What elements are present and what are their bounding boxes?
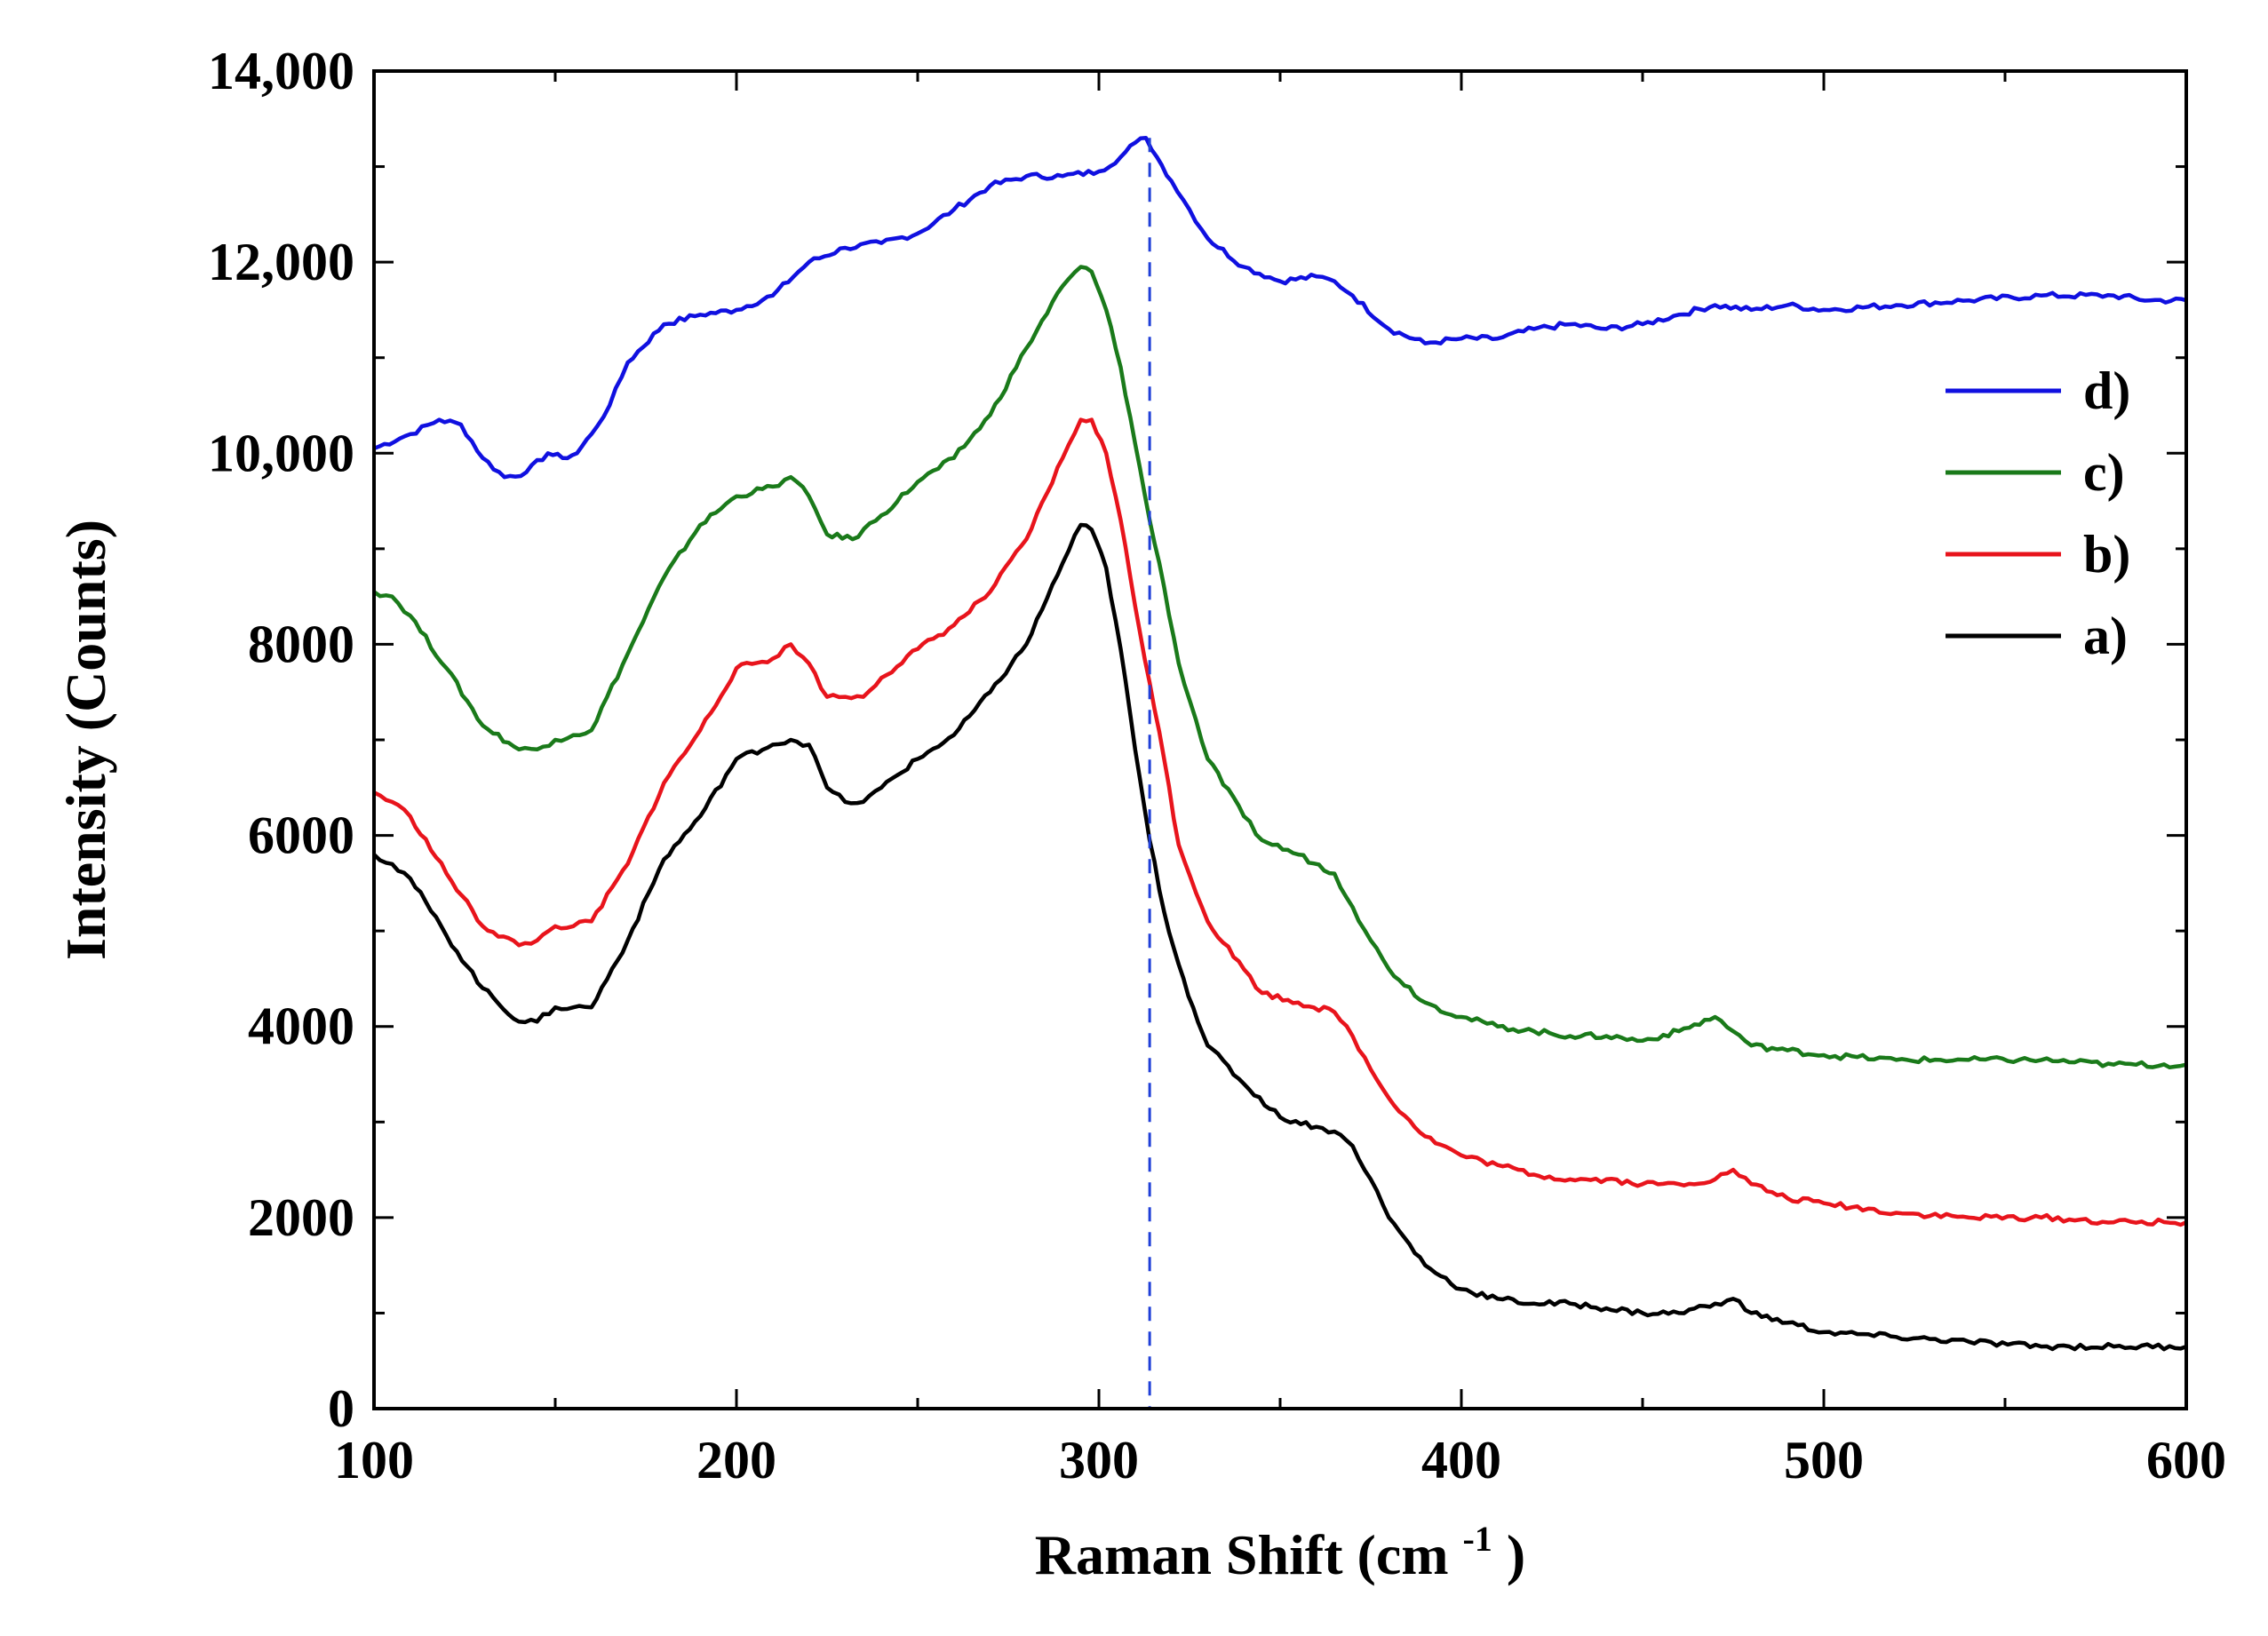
series-line-d: [373, 136, 2187, 480]
x-axis-title-main: Raman Shift (cm: [1035, 1523, 1449, 1586]
y-tick-label: 0: [328, 1379, 354, 1438]
ticks-layer: 100 200 300 400 500 6000200040006000800010,00…: [208, 42, 2226, 1489]
x-tick-label: 400: [1421, 1431, 1501, 1489]
legend-label: c): [2083, 443, 2125, 502]
series-line-b: [372, 417, 2187, 1227]
x-tick-label: 200: [696, 1431, 776, 1489]
y-tick-label: 12,000: [208, 233, 354, 291]
y-tick-label: 6000: [248, 806, 354, 865]
x-axis-title-sup: -1: [1463, 1519, 1492, 1559]
y-tick-label: 4000: [248, 997, 354, 1056]
x-axis-title: Raman Shift (cm -1 ): [1035, 1500, 1525, 1586]
y-axis-title: Intensity (Counts): [54, 520, 117, 960]
x-axis-title-close: ): [1507, 1523, 1525, 1586]
series-line-c: [372, 265, 2187, 1070]
x-tick-label: 300: [1059, 1431, 1139, 1489]
y-tick-label: 2000: [248, 1188, 354, 1247]
series-layer: [372, 136, 2187, 1352]
x-tick-label: 500: [1784, 1431, 1864, 1489]
legend-label: a): [2083, 607, 2128, 665]
series-line-a: [372, 522, 2187, 1352]
x-tick-label: 100: [334, 1431, 414, 1489]
legend-label: b): [2083, 525, 2130, 584]
y-tick-label: 8000: [248, 615, 354, 673]
legend: d) c) b) a): [1946, 361, 2130, 665]
y-tick-label: 14,000: [208, 42, 354, 100]
x-tick-label: 600: [2146, 1431, 2226, 1489]
y-tick-label: 10,000: [208, 424, 354, 482]
legend-label: d): [2083, 361, 2130, 420]
